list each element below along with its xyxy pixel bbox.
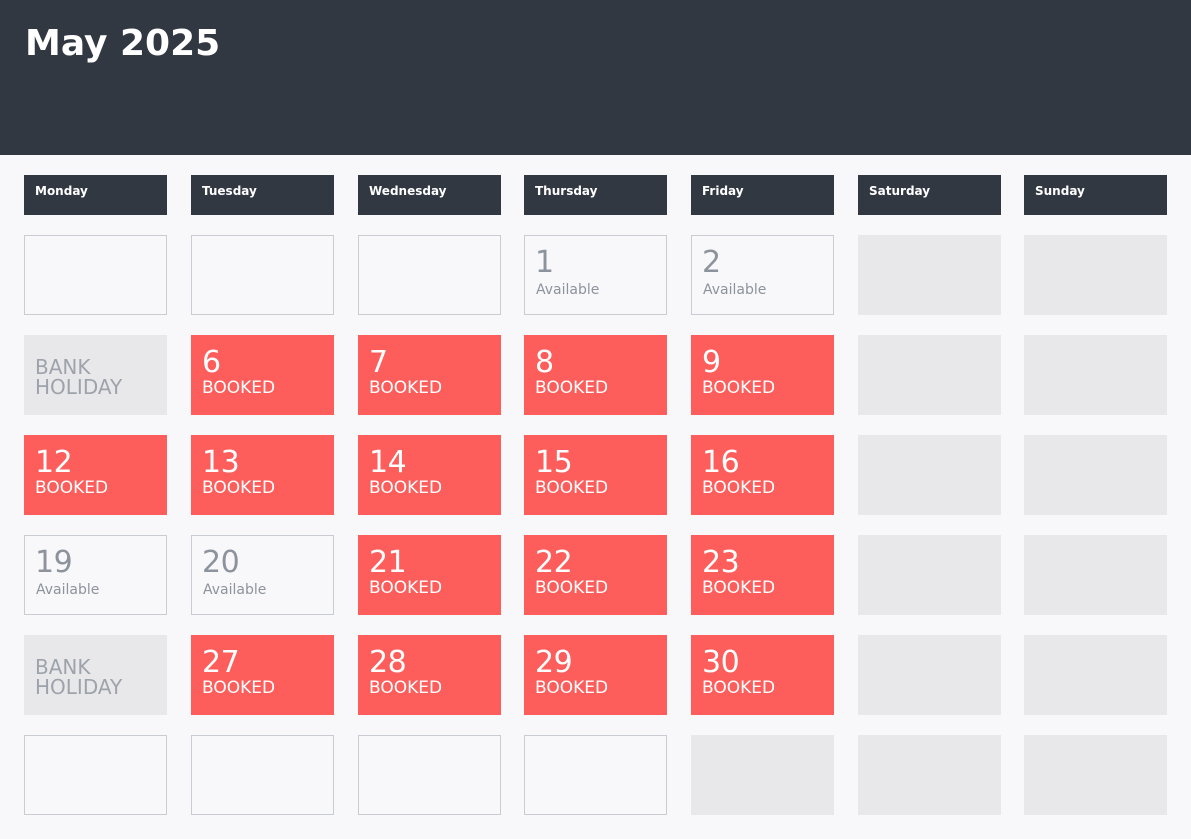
day-cell-booked[interactable]: 16 BOOKED xyxy=(691,435,834,515)
weekday-header-saturday: Saturday xyxy=(858,175,1001,215)
day-cell-bank-holiday: BANK HOLIDAY xyxy=(24,635,167,715)
weekday-header-thursday: Thursday xyxy=(524,175,667,215)
day-cell-empty xyxy=(524,735,667,815)
booked-label: BOOKED xyxy=(202,678,276,698)
day-cell-booked[interactable]: 14 BOOKED xyxy=(358,435,501,515)
weekday-header-friday: Friday xyxy=(691,175,834,215)
available-label: Available xyxy=(36,582,100,598)
day-cell-empty xyxy=(358,235,501,315)
day-number: 19 xyxy=(35,545,73,580)
available-label: Available xyxy=(536,282,600,298)
calendar-header xyxy=(0,0,1191,155)
booked-label: BOOKED xyxy=(702,678,776,698)
weekday-header-wednesday: Wednesday xyxy=(358,175,501,215)
day-cell-weekend xyxy=(858,335,1001,415)
day-cell-weekend xyxy=(1024,335,1167,415)
day-number: 15 xyxy=(535,445,573,480)
day-number: 12 xyxy=(35,445,73,480)
booked-label: BOOKED xyxy=(535,678,609,698)
day-cell-booked[interactable]: 15 BOOKED xyxy=(524,435,667,515)
day-cell-booked[interactable]: 23 BOOKED xyxy=(691,535,834,615)
day-number: 14 xyxy=(369,445,407,480)
booked-label: BOOKED xyxy=(535,478,609,498)
booked-label: BOOKED xyxy=(369,678,443,698)
day-cell-available[interactable]: 19 Available xyxy=(24,535,167,615)
day-cell-bank-holiday: BANK HOLIDAY xyxy=(24,335,167,415)
booked-label: BOOKED xyxy=(369,478,443,498)
weekday-header-tuesday: Tuesday xyxy=(191,175,334,215)
booked-label: BOOKED xyxy=(202,478,276,498)
day-number: 8 xyxy=(535,345,554,380)
day-cell-weekend xyxy=(1024,635,1167,715)
day-number: 27 xyxy=(202,645,240,680)
day-number: 9 xyxy=(702,345,721,380)
booked-label: BOOKED xyxy=(35,478,109,498)
day-number: 1 xyxy=(535,245,554,280)
day-cell-weekend xyxy=(858,735,1001,815)
day-cell-empty xyxy=(191,735,334,815)
day-number: 13 xyxy=(202,445,240,480)
day-cell-weekend xyxy=(1024,235,1167,315)
booked-label: BOOKED xyxy=(535,378,609,398)
day-cell-weekend xyxy=(858,235,1001,315)
day-cell-weekend xyxy=(858,635,1001,715)
bank-holiday-label: BANK HOLIDAY xyxy=(35,355,123,399)
booked-label: BOOKED xyxy=(702,578,776,598)
day-cell-empty xyxy=(24,735,167,815)
booked-label: BOOKED xyxy=(702,478,776,498)
page-title: May 2025 xyxy=(25,23,221,64)
day-number: 21 xyxy=(369,545,407,580)
day-cell-booked[interactable]: 12 BOOKED xyxy=(24,435,167,515)
day-number: 16 xyxy=(702,445,740,480)
booked-label: BOOKED xyxy=(535,578,609,598)
day-cell-booked[interactable]: 6 BOOKED xyxy=(191,335,334,415)
day-cell-booked[interactable]: 21 BOOKED xyxy=(358,535,501,615)
weekday-header-sunday: Sunday xyxy=(1024,175,1167,215)
booked-label: BOOKED xyxy=(202,378,276,398)
day-cell-empty xyxy=(191,235,334,315)
day-cell-weekend xyxy=(1024,535,1167,615)
day-cell-booked[interactable]: 22 BOOKED xyxy=(524,535,667,615)
day-number: 2 xyxy=(702,245,721,280)
day-number: 30 xyxy=(702,645,740,680)
day-number: 20 xyxy=(202,545,240,580)
available-label: Available xyxy=(703,282,767,298)
day-cell-booked[interactable]: 9 BOOKED xyxy=(691,335,834,415)
booked-label: BOOKED xyxy=(369,378,443,398)
day-cell-weekend xyxy=(1024,435,1167,515)
day-cell-booked[interactable]: 8 BOOKED xyxy=(524,335,667,415)
day-cell-booked[interactable]: 27 BOOKED xyxy=(191,635,334,715)
day-cell-weekend xyxy=(691,735,834,815)
day-cell-booked[interactable]: 29 BOOKED xyxy=(524,635,667,715)
day-cell-booked[interactable]: 13 BOOKED xyxy=(191,435,334,515)
day-number: 22 xyxy=(535,545,573,580)
day-cell-available[interactable]: 2 Available xyxy=(691,235,834,315)
booked-label: BOOKED xyxy=(369,578,443,598)
day-cell-available[interactable]: 1 Available xyxy=(524,235,667,315)
day-number: 6 xyxy=(202,345,221,380)
day-cell-booked[interactable]: 28 BOOKED xyxy=(358,635,501,715)
day-cell-empty xyxy=(358,735,501,815)
day-number: 23 xyxy=(702,545,740,580)
day-cell-empty xyxy=(24,235,167,315)
booked-label: BOOKED xyxy=(702,378,776,398)
day-cell-weekend xyxy=(858,435,1001,515)
weekday-header-monday: Monday xyxy=(24,175,167,215)
day-cell-weekend xyxy=(858,535,1001,615)
day-cell-booked[interactable]: 30 BOOKED xyxy=(691,635,834,715)
day-number: 29 xyxy=(535,645,573,680)
available-label: Available xyxy=(203,582,267,598)
day-cell-available[interactable]: 20 Available xyxy=(191,535,334,615)
day-number: 28 xyxy=(369,645,407,680)
bank-holiday-label: BANK HOLIDAY xyxy=(35,655,123,699)
day-cell-weekend xyxy=(1024,735,1167,815)
day-cell-booked[interactable]: 7 BOOKED xyxy=(358,335,501,415)
day-number: 7 xyxy=(369,345,388,380)
